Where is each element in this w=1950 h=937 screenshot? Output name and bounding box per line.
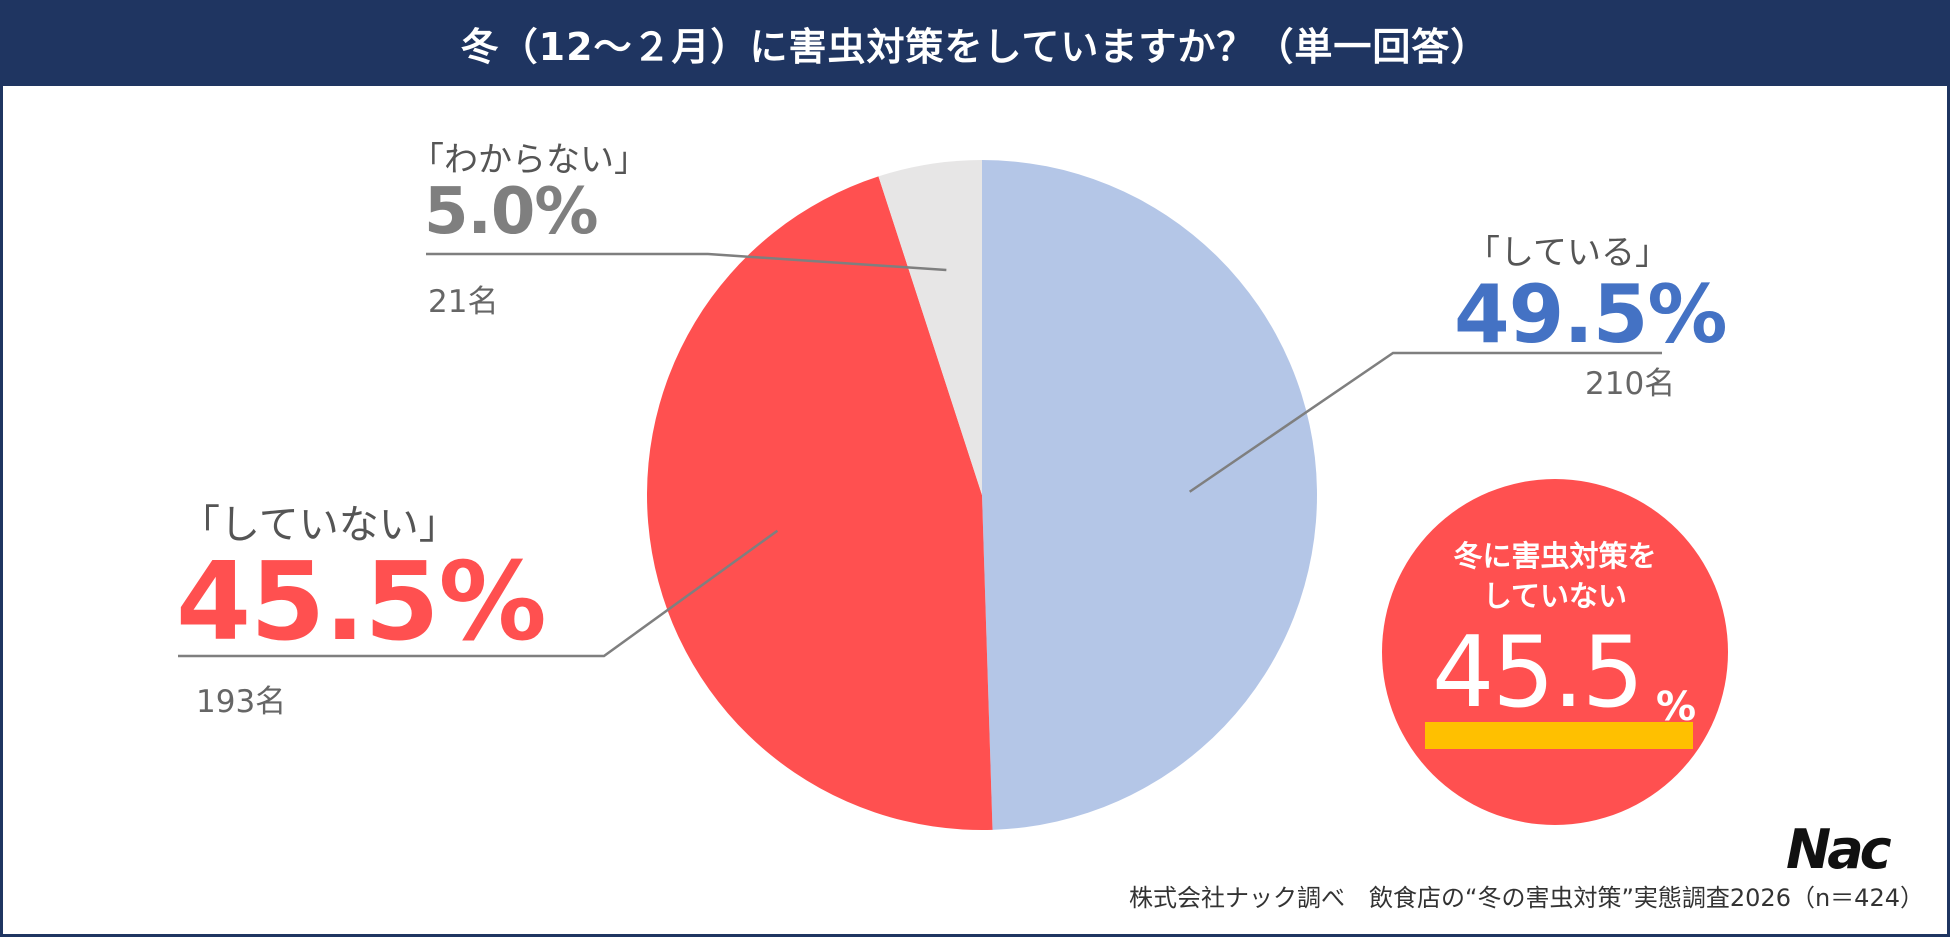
slice-label-doing: 「している」 — [1466, 233, 1669, 273]
slice-percent-doing: 49.5% — [1454, 268, 1728, 361]
badge-unit: % — [1656, 684, 1697, 730]
slice-percent-unknown: 5.0% — [424, 175, 598, 249]
leader-line-doing — [1188, 351, 1662, 493]
badge-underline — [1425, 722, 1693, 749]
badge-value: 45.5 — [1432, 616, 1644, 730]
leader-line-not-doing — [178, 529, 779, 658]
slice-label-unknown: 「わからない」 — [410, 140, 648, 180]
leader-line-unknown — [426, 252, 947, 272]
slice-count-not-doing: 193名 — [196, 684, 287, 720]
pie-slice-unknown — [878, 160, 982, 495]
slice-label-not-doing: 「していない」 — [180, 502, 459, 548]
page-title: 冬（12～２月）に害虫対策をしていますか？（単一回答） — [0, 0, 1950, 86]
slice-percent-not-doing: 45.5% — [176, 540, 547, 665]
pie-slice-doing — [982, 160, 1317, 830]
slice-count-unknown: 21名 — [428, 284, 499, 320]
badge-line-1: 冬に害虫対策を — [1453, 539, 1657, 573]
source-footnote: 株式会社ナック調べ 飲食店の“冬の害虫対策”実態調査2026（n＝424） — [1129, 884, 1924, 912]
nac-logo: Nac — [1786, 818, 1892, 881]
slice-count-doing: 210名 — [1585, 366, 1676, 402]
badge-line-2: していない — [1482, 579, 1628, 613]
pie-slice-not-doing — [647, 176, 993, 831]
